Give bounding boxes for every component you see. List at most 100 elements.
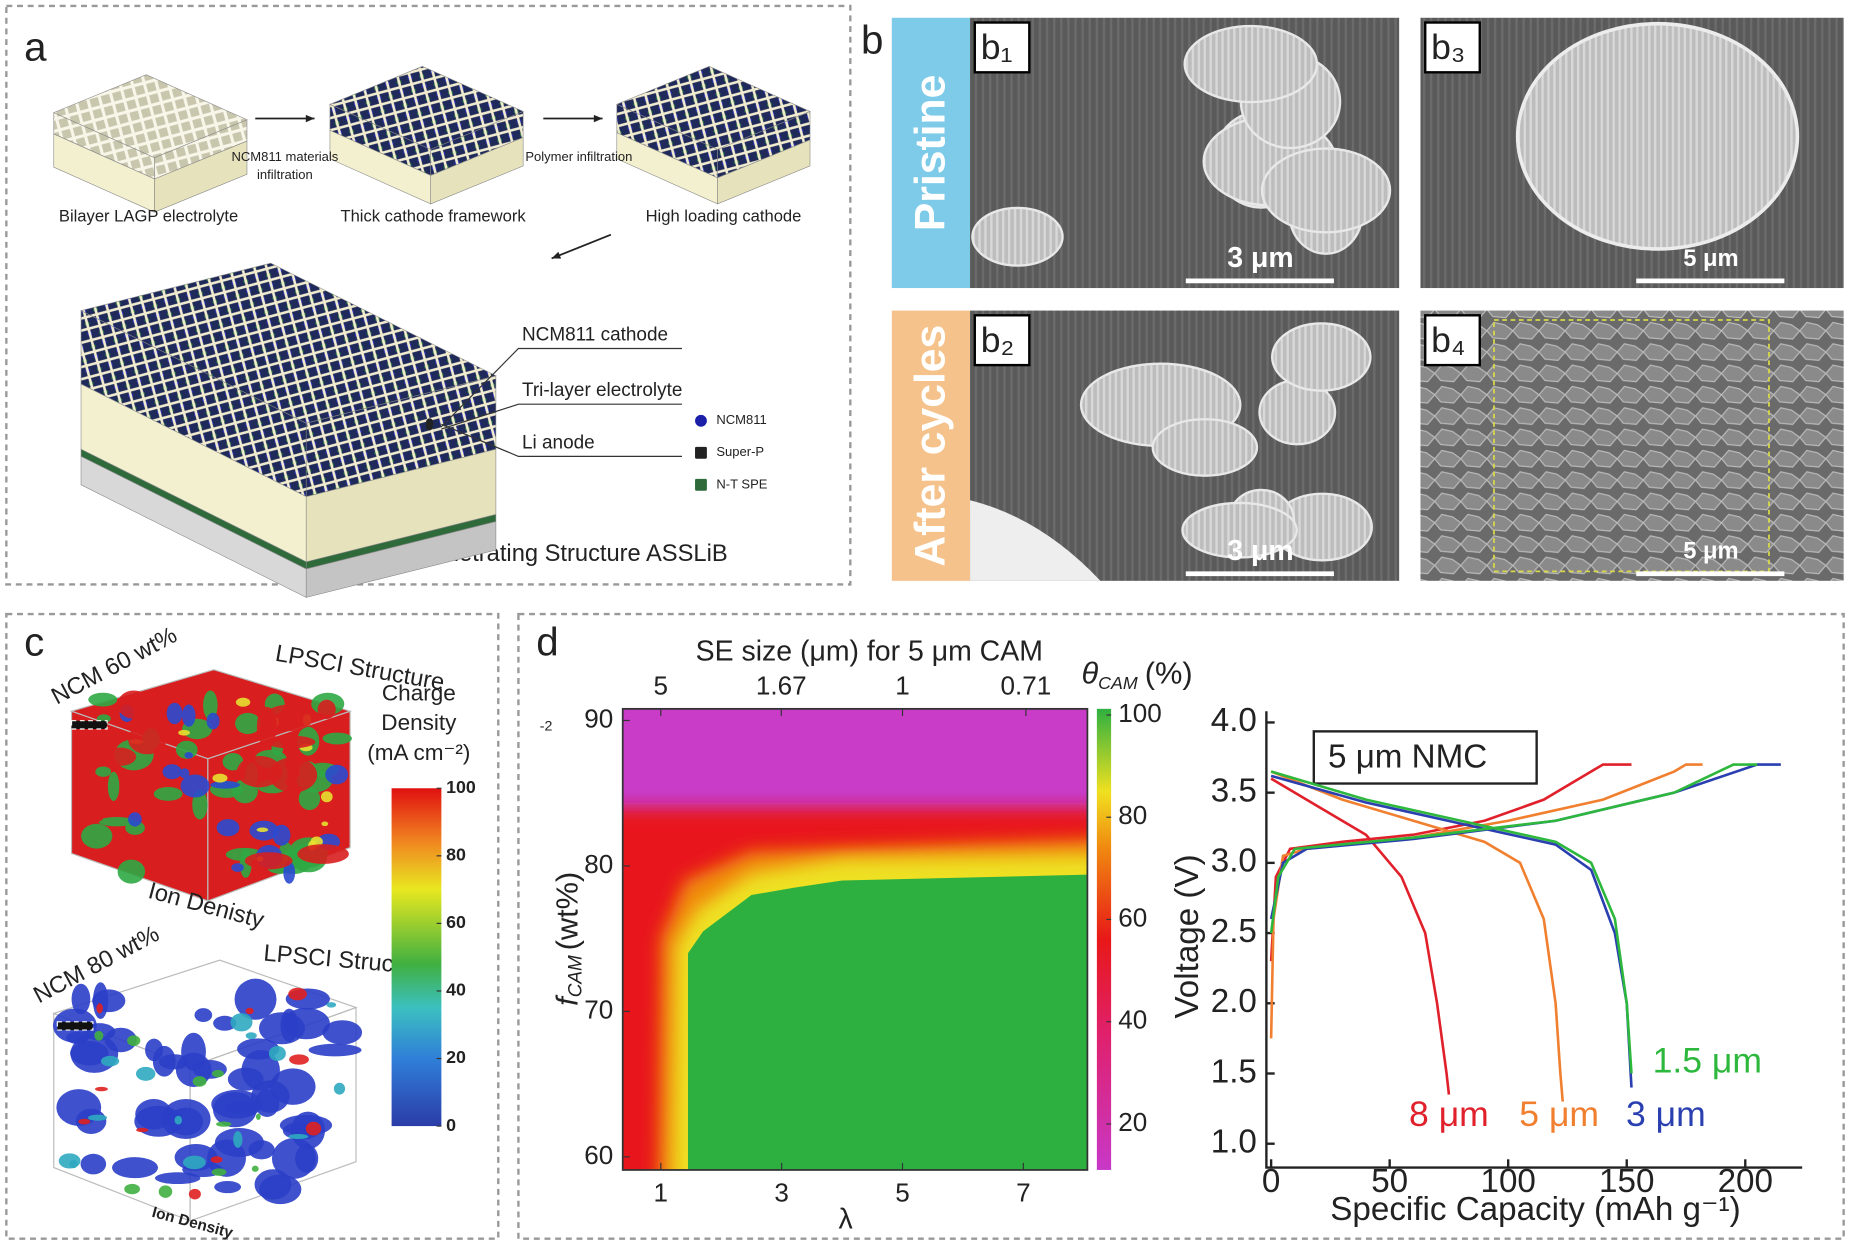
y-tick-label: 4.0: [1211, 702, 1257, 739]
density-blob: [288, 1134, 309, 1140]
leader-line: [441, 423, 683, 457]
x-tick-label: 0: [1262, 1163, 1280, 1200]
density-blob: [174, 1115, 183, 1125]
y-axis-label: fCAM (wt%): [550, 872, 587, 1006]
label-part: (wt%): [550, 872, 585, 951]
density-blob: [326, 1002, 337, 1008]
density-blob: [227, 1067, 264, 1091]
grain: [1260, 147, 1392, 234]
x-tick-label: 150: [1599, 1163, 1654, 1200]
series-label: 1.5 μm: [1653, 1041, 1762, 1081]
density-blob: [58, 1153, 81, 1169]
y-tick-label: 3.5: [1211, 772, 1257, 809]
arrow-note: Polymer infiltration: [525, 149, 632, 164]
panel-frame: [5, 4, 852, 586]
arrow-note: infiltration: [257, 167, 313, 182]
colorbar-tick-label: 60: [1118, 902, 1147, 932]
legend-swatch: [695, 414, 707, 427]
heatmap-field: [622, 708, 1088, 1170]
density-blob: [127, 723, 167, 755]
x2-tick-label: 1: [895, 670, 910, 700]
tag-box: [1424, 21, 1481, 74]
colorbar-tick-label: 80: [1118, 800, 1147, 830]
sem-features: [971, 24, 1392, 267]
colorbar-tick-label: 60: [446, 912, 466, 932]
density-blob: [124, 1183, 140, 1195]
colorbar-tick-label: 100: [1118, 698, 1161, 728]
density-blob: [102, 747, 137, 766]
density-blob: [279, 1114, 333, 1136]
y-tick-label: 80: [584, 849, 613, 879]
density-blob: [256, 827, 269, 833]
density-blob: [231, 863, 244, 872]
series-label: 3 μm: [1626, 1094, 1706, 1134]
image-tag: b₃: [1431, 27, 1465, 67]
heat-region: [687, 874, 1088, 1170]
content: Bilayer LAGP electrolyte Thick cathode fr…: [30, 17, 1844, 1242]
x-tick-label: 50: [1371, 1163, 1408, 1200]
label-part: CAM: [1098, 673, 1138, 693]
block-top: [53, 74, 248, 158]
density-blob: [233, 1131, 243, 1148]
colorbar-label: θCAM (%): [1081, 656, 1192, 693]
y-tick-label: 1.5: [1211, 1053, 1257, 1090]
density-blob: [322, 732, 352, 745]
density-blob: [83, 793, 107, 823]
density-blob: [211, 1168, 227, 1176]
colorbar-tick-label: 80: [446, 845, 466, 865]
density-blob: [96, 1003, 103, 1014]
x-axis-label: λ: [838, 1203, 852, 1235]
density-blob: [305, 1121, 322, 1136]
x-tick-label: 3: [774, 1178, 789, 1208]
plot-frame: [621, 707, 1089, 1171]
image-tag: b₄: [1431, 320, 1465, 360]
density-blob: [297, 844, 349, 864]
step-label: High loading cathode: [646, 206, 802, 225]
x-tick-label: 1: [654, 1178, 669, 1208]
density-blob: [203, 690, 218, 720]
legend-label: NCM811: [716, 412, 766, 427]
layer-label: NCM811 cathode: [522, 324, 668, 345]
density-blob: [179, 768, 190, 779]
block-face: [717, 139, 811, 205]
panel-label: c: [24, 619, 44, 664]
battery-block: [329, 66, 524, 205]
colorbar-title: (mA cm⁻²): [367, 740, 470, 765]
label-part: f: [550, 994, 585, 1006]
label-part: (%): [1145, 656, 1193, 691]
panel-frame: [5, 612, 500, 1240]
density-blob: [162, 764, 182, 780]
image-tag: b₁: [981, 27, 1013, 67]
sem-features: [1493, 319, 1770, 573]
density-blob: [283, 861, 296, 884]
annotation: -2: [540, 718, 553, 734]
grain: [971, 206, 1064, 267]
density-blob: [265, 735, 316, 749]
y-tick-label: 60: [584, 1140, 613, 1170]
scale-label: 5 μm: [1683, 539, 1738, 565]
x2-tick-label: 5: [654, 670, 669, 700]
x-tick-label: 200: [1718, 1163, 1773, 1200]
arrow-head: [593, 114, 603, 123]
tag-box: [973, 314, 1031, 367]
panel-label: a: [24, 24, 47, 69]
debris: [970, 500, 1101, 581]
leader-dot: [425, 418, 434, 426]
density-blob: [212, 1069, 224, 1078]
density-blob: [325, 764, 349, 785]
colorbar-tick-label: 20: [446, 1047, 466, 1067]
density-blob: [100, 1055, 120, 1067]
density-blob: [214, 1180, 242, 1194]
density-blob: [333, 1082, 346, 1095]
density-blob: [153, 786, 183, 801]
grain: [1183, 24, 1319, 104]
density-blob: [194, 1008, 213, 1022]
density-blob: [117, 859, 146, 884]
series-label: 5 μm: [1519, 1094, 1599, 1134]
battery-block: [80, 262, 497, 598]
density-blob: [210, 780, 240, 789]
block-face: [305, 521, 497, 598]
row-band: [891, 17, 971, 289]
panel-label: d: [536, 619, 558, 664]
